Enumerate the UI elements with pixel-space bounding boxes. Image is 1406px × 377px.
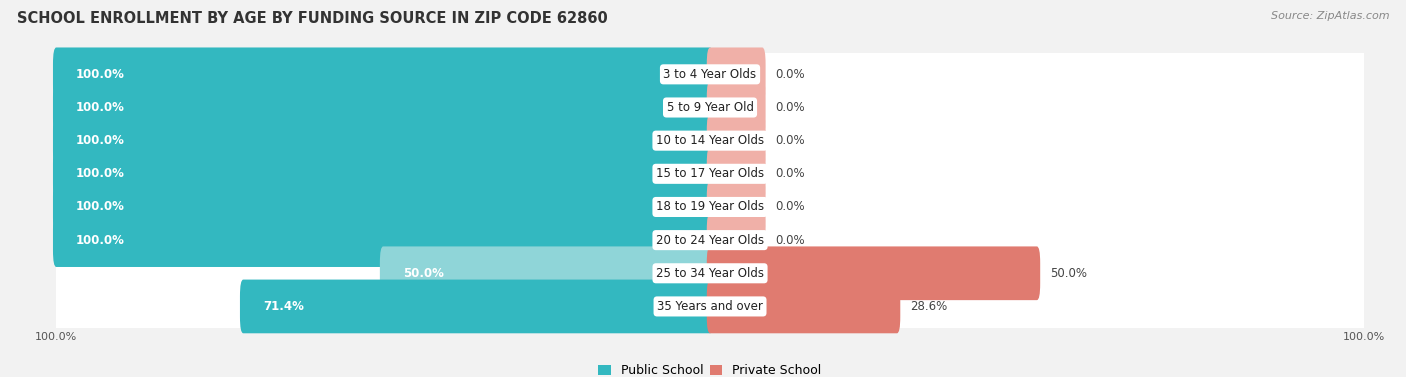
Text: 0.0%: 0.0% [776,101,806,114]
FancyBboxPatch shape [49,273,1371,340]
FancyBboxPatch shape [707,280,900,333]
FancyBboxPatch shape [49,41,1371,107]
FancyBboxPatch shape [49,107,1371,174]
Legend: Public School, Private School: Public School, Private School [593,359,827,377]
FancyBboxPatch shape [707,81,766,134]
Text: 0.0%: 0.0% [776,134,806,147]
Text: 3 to 4 Year Olds: 3 to 4 Year Olds [664,68,756,81]
Text: 25 to 34 Year Olds: 25 to 34 Year Olds [657,267,763,280]
Text: 71.4%: 71.4% [263,300,304,313]
FancyBboxPatch shape [53,147,713,201]
FancyBboxPatch shape [53,180,713,234]
Text: 5 to 9 Year Old: 5 to 9 Year Old [666,101,754,114]
Text: 50.0%: 50.0% [402,267,444,280]
Text: 100.0%: 100.0% [76,201,125,213]
Text: 20 to 24 Year Olds: 20 to 24 Year Olds [657,234,763,247]
FancyBboxPatch shape [53,213,713,267]
FancyBboxPatch shape [240,280,713,333]
Text: 28.6%: 28.6% [910,300,948,313]
FancyBboxPatch shape [49,174,1371,240]
Text: 18 to 19 Year Olds: 18 to 19 Year Olds [657,201,763,213]
Text: 100.0%: 100.0% [76,234,125,247]
FancyBboxPatch shape [707,114,766,167]
FancyBboxPatch shape [53,114,713,167]
Text: 0.0%: 0.0% [776,234,806,247]
Text: 100.0%: 100.0% [76,134,125,147]
FancyBboxPatch shape [49,74,1371,141]
Text: 0.0%: 0.0% [776,167,806,180]
FancyBboxPatch shape [53,81,713,134]
FancyBboxPatch shape [707,48,766,101]
FancyBboxPatch shape [707,147,766,201]
FancyBboxPatch shape [707,247,1040,300]
Text: 0.0%: 0.0% [776,201,806,213]
Text: SCHOOL ENROLLMENT BY AGE BY FUNDING SOURCE IN ZIP CODE 62860: SCHOOL ENROLLMENT BY AGE BY FUNDING SOUR… [17,11,607,26]
Text: 15 to 17 Year Olds: 15 to 17 Year Olds [657,167,763,180]
FancyBboxPatch shape [49,141,1371,207]
Text: 100.0%: 100.0% [76,167,125,180]
FancyBboxPatch shape [380,247,713,300]
Text: 10 to 14 Year Olds: 10 to 14 Year Olds [657,134,763,147]
Text: 50.0%: 50.0% [1050,267,1087,280]
FancyBboxPatch shape [53,48,713,101]
FancyBboxPatch shape [707,180,766,234]
FancyBboxPatch shape [49,240,1371,307]
Text: 100.0%: 100.0% [76,68,125,81]
FancyBboxPatch shape [49,207,1371,273]
Text: 35 Years and over: 35 Years and over [657,300,763,313]
FancyBboxPatch shape [707,213,766,267]
Text: 100.0%: 100.0% [76,101,125,114]
Text: Source: ZipAtlas.com: Source: ZipAtlas.com [1271,11,1389,21]
Text: 0.0%: 0.0% [776,68,806,81]
